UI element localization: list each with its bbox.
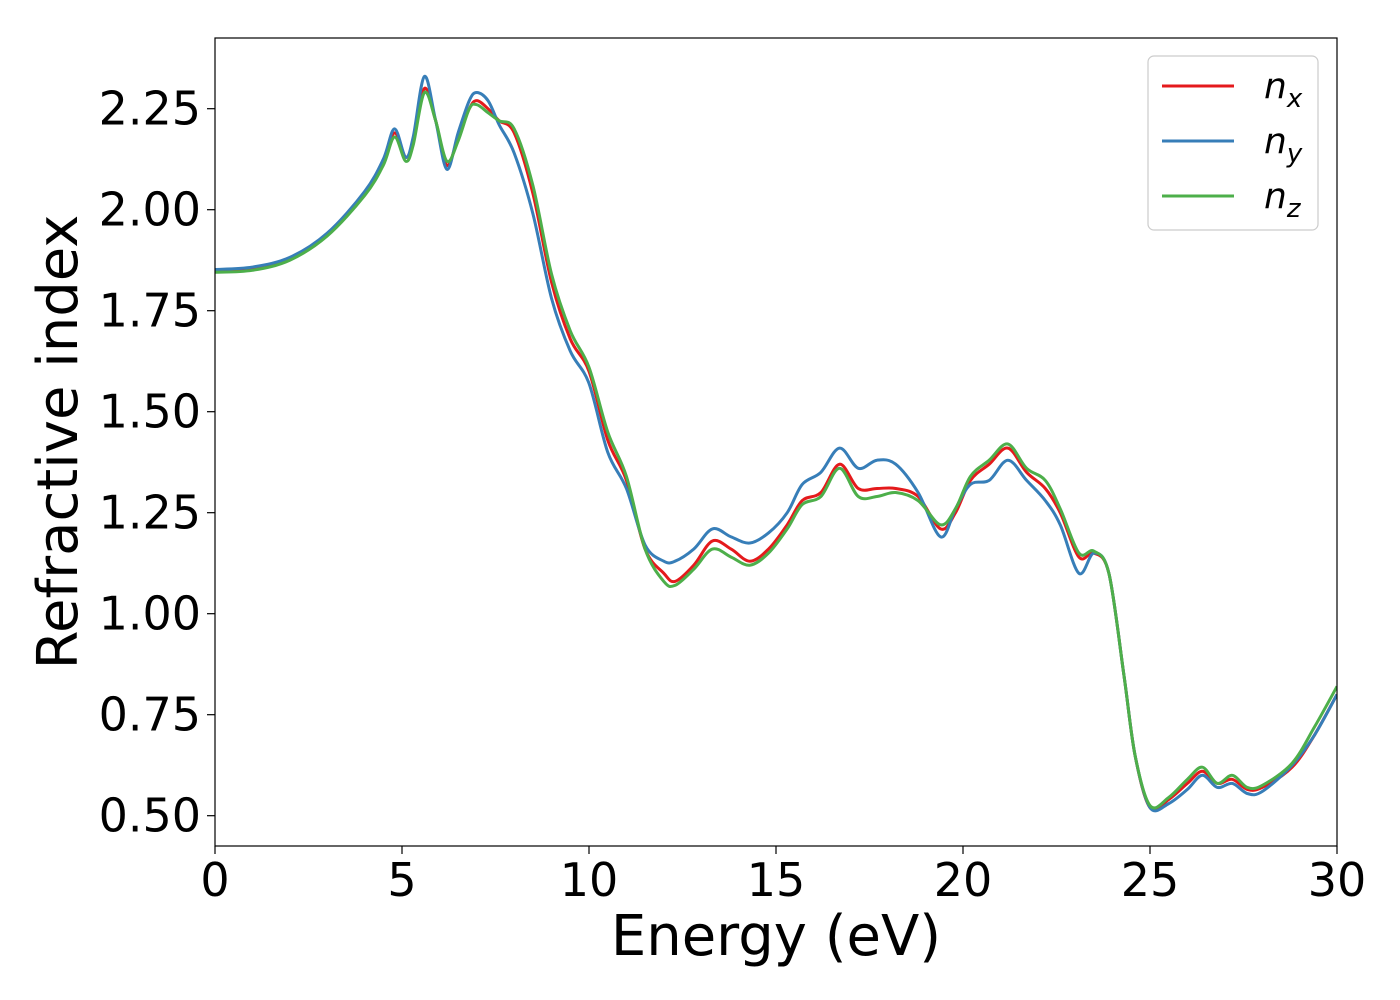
- legend-label: nz: [1264, 176, 1302, 224]
- legend-label-subscript: x: [1286, 84, 1303, 114]
- y-tick-label: 0.75: [99, 688, 201, 742]
- y-tick-label: 1.50: [99, 385, 201, 439]
- y-tick-label: 1.00: [99, 587, 201, 641]
- y-tick-label: 2.25: [99, 82, 201, 136]
- y-tick-label: 2.00: [99, 183, 201, 237]
- x-axis-title: Energy (eV): [611, 904, 941, 969]
- legend-label-base: n: [1264, 66, 1287, 107]
- x-axis-ticks: 0 5 10 15 20 25 30: [200, 846, 1366, 907]
- x-tick-label: 5: [387, 853, 416, 907]
- series-line-nz: [215, 90, 1337, 810]
- x-tick-label: 25: [1121, 853, 1180, 907]
- y-tick-label: 1.25: [99, 486, 201, 540]
- legend-label-subscript: y: [1286, 139, 1303, 169]
- legend-label-base: n: [1264, 176, 1287, 217]
- x-tick-label: 0: [200, 853, 229, 907]
- legend-label-subscript: z: [1286, 194, 1302, 224]
- legend-label: nx: [1264, 66, 1303, 114]
- x-tick-label: 15: [747, 853, 806, 907]
- series-lines: [215, 74, 1337, 813]
- legend-label-base: n: [1264, 121, 1287, 162]
- legend-label: ny: [1264, 121, 1303, 169]
- x-tick-label: 30: [1308, 853, 1367, 907]
- y-tick-label: 1.75: [99, 284, 201, 338]
- legend-box: [1147, 55, 1319, 231]
- y-axis-title: Refractive index: [26, 215, 91, 670]
- y-axis-ticks: 0.50 0.75 1.00 1.25 1.50 1.75 2.00 2.25: [99, 82, 215, 843]
- x-tick-label: 10: [560, 853, 619, 907]
- y-tick-label: 0.50: [99, 789, 201, 843]
- x-tick-label: 20: [934, 853, 993, 907]
